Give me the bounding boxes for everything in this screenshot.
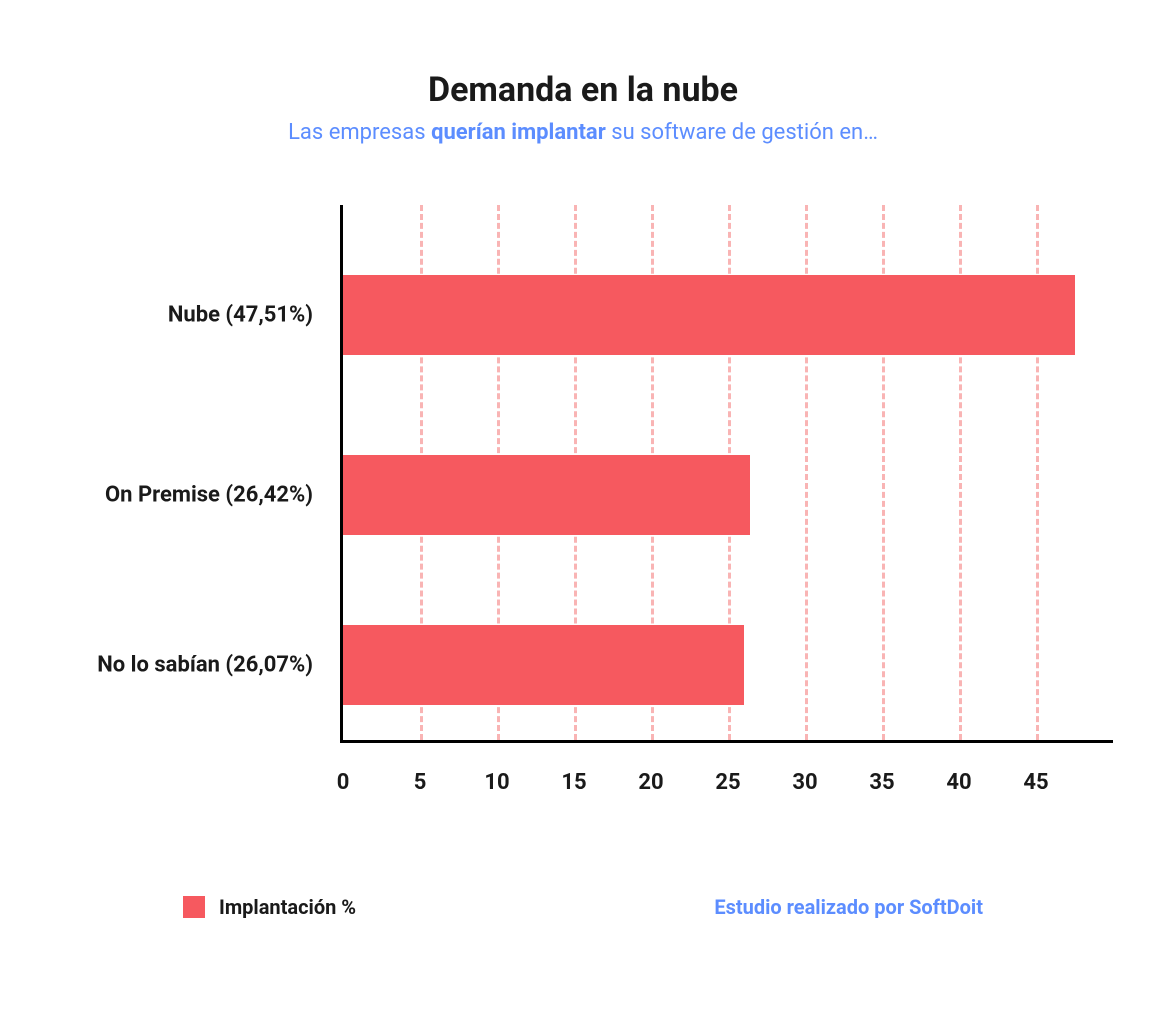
x-axis-line: [340, 740, 1113, 743]
category-label: On Premise (26,42%): [53, 483, 313, 508]
x-tick-label: 15: [561, 770, 586, 795]
category-label: Nube (47,51%): [53, 303, 313, 328]
subtitle-bold: querían implantar: [431, 120, 606, 145]
category-label: No lo sabían (26,07%): [53, 653, 313, 678]
x-tick-label: 0: [337, 770, 350, 795]
x-tick-label: 20: [638, 770, 663, 795]
x-tick-label: 35: [869, 770, 894, 795]
x-tick-label: 40: [946, 770, 971, 795]
subtitle-suffix: su software de gestión en…: [606, 120, 878, 145]
x-tick-label: 25: [715, 770, 740, 795]
bar: [343, 275, 1075, 355]
bar: [343, 455, 750, 535]
attribution-text: Estudio realizado por SoftDoit: [714, 895, 983, 919]
chart-container: Demanda en la nube Las empresas querían …: [0, 0, 1166, 1017]
subtitle-prefix: Las empresas: [288, 120, 431, 145]
chart-plot-area: Nube (47,51%) On Premise (26,42%) No lo sa…: [53, 205, 1113, 800]
x-tick-label: 10: [484, 770, 509, 795]
legend-swatch: [183, 896, 205, 918]
chart-footer: Implantación % Estudio realizado por Sof…: [183, 895, 983, 919]
x-tick-label: 5: [414, 770, 427, 795]
x-tick-label: 45: [1023, 770, 1048, 795]
legend-label: Implantación %: [219, 895, 356, 919]
chart-title: Demanda en la nube: [50, 70, 1116, 110]
x-tick-label: 30: [792, 770, 817, 795]
bar: [343, 625, 744, 705]
chart-subtitle: Las empresas querían implantar su softwa…: [50, 120, 1116, 145]
y-axis-line: [340, 205, 343, 740]
